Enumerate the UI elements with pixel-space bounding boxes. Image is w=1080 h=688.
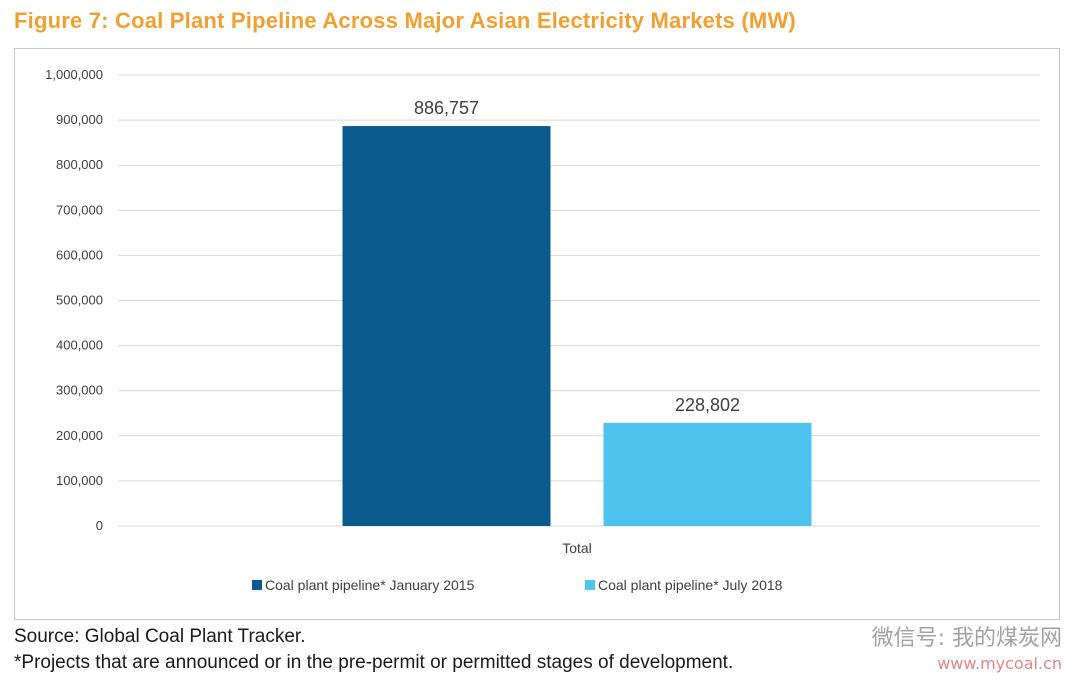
- watermark-url: www.mycoal.cn: [937, 654, 1062, 673]
- legend-label: Coal plant pipeline* July 2018: [598, 577, 783, 593]
- legend-swatch: [585, 580, 595, 590]
- y-tick-label: 900,000: [56, 112, 103, 127]
- y-tick-label: 800,000: [56, 157, 103, 172]
- y-tick-label: 100,000: [56, 473, 103, 488]
- bar: [342, 126, 551, 526]
- y-tick-label: 200,000: [56, 428, 103, 443]
- y-tick-label: 300,000: [56, 383, 103, 398]
- watermark-text: 微信号: 我的煤炭网: [871, 626, 1062, 651]
- chart-frame: [14, 48, 1060, 620]
- watermark: 微信号: 我的煤炭网 www.mycoal.cn: [872, 620, 1062, 673]
- bar: [603, 422, 812, 526]
- y-tick-label: 0: [96, 518, 103, 533]
- legend-label: Coal plant pipeline* January 2015: [265, 577, 475, 593]
- y-tick-label: 500,000: [56, 293, 103, 308]
- y-tick-label: 400,000: [56, 338, 103, 353]
- legend-swatch: [252, 580, 262, 590]
- chart-title: Figure 7: Coal Plant Pipeline Across Maj…: [14, 8, 796, 33]
- footnote: *Projects that are announced or in the p…: [14, 652, 734, 673]
- y-tick-label: 1,000,000: [45, 67, 103, 82]
- source-note: Source: Global Coal Plant Tracker.: [14, 626, 306, 647]
- data-label: 886,757: [414, 98, 479, 118]
- data-label: 228,802: [675, 395, 740, 415]
- y-tick-label: 600,000: [56, 247, 103, 262]
- y-tick-label: 700,000: [56, 202, 103, 217]
- bar-chart: 0 100,000 200,000 300,000 400,000 500,000 600,…: [45, 67, 1040, 593]
- x-category-label: Total: [562, 540, 592, 556]
